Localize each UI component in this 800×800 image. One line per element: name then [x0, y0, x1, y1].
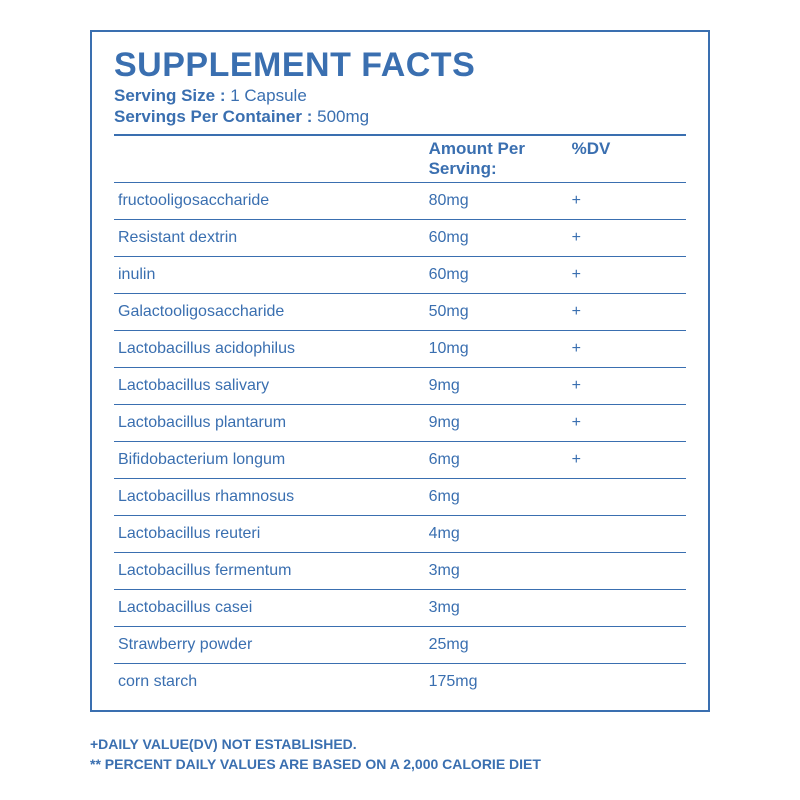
ingredient-name: Lactobacillus reuteri — [114, 525, 429, 543]
ingredient-dv: + — [572, 192, 686, 210]
ingredient-dv: + — [572, 377, 686, 395]
table-row: corn starch175mg — [114, 664, 686, 700]
serving-size-label: Serving Size : — [114, 86, 225, 105]
ingredient-amount: 10mg — [429, 340, 572, 358]
table-row: Galactooligosaccharide50mg+ — [114, 294, 686, 330]
col-amount-header: Amount Per Serving: — [429, 139, 572, 179]
table-row: Lactobacillus casei3mg — [114, 590, 686, 626]
ingredient-amount: 6mg — [429, 451, 572, 469]
ingredient-amount: 25mg — [429, 636, 572, 654]
table-row: inulin60mg+ — [114, 257, 686, 293]
ingredient-name: Resistant dextrin — [114, 229, 429, 247]
ingredient-dv: + — [572, 266, 686, 284]
ingredient-name: inulin — [114, 266, 429, 284]
table-row: Lactobacillus reuteri4mg — [114, 516, 686, 552]
servings-per-container-label: Servings Per Container : — [114, 107, 312, 126]
ingredient-amount: 60mg — [429, 229, 572, 247]
serving-size-line: Serving Size : 1 Capsule — [114, 85, 686, 106]
ingredient-amount: 6mg — [429, 488, 572, 506]
ingredient-name: Bifidobacterium longum — [114, 451, 429, 469]
table-row: Lactobacillus salivary9mg+ — [114, 368, 686, 404]
ingredient-name: Lactobacillus acidophilus — [114, 340, 429, 358]
table-row: Lactobacillus acidophilus10mg+ — [114, 331, 686, 367]
ingredient-amount: 80mg — [429, 192, 572, 210]
ingredient-amount: 9mg — [429, 414, 572, 432]
serving-size-value: 1 Capsule — [230, 86, 307, 105]
ingredient-name: Lactobacillus rhamnosus — [114, 488, 429, 506]
ingredient-table: fructooligosaccharide80mg+Resistant dext… — [114, 183, 686, 700]
ingredient-amount: 3mg — [429, 599, 572, 617]
col-name-spacer — [114, 139, 429, 179]
footnote-dv-not-established: +DAILY VALUE(DV) NOT ESTABLISHED. — [90, 734, 710, 754]
ingredient-amount: 60mg — [429, 266, 572, 284]
ingredient-name: Lactobacillus casei — [114, 599, 429, 617]
ingredient-name: Lactobacillus plantarum — [114, 414, 429, 432]
ingredient-amount: 3mg — [429, 562, 572, 580]
footnote-percent-dv-basis: ** PERCENT DAILY VALUES ARE BASED ON A 2… — [90, 754, 710, 774]
ingredient-amount: 4mg — [429, 525, 572, 543]
servings-per-container-line: Servings Per Container : 500mg — [114, 106, 686, 127]
panel-title: SUPPLEMENT FACTS — [114, 46, 686, 85]
col-dv-header: %DV — [572, 139, 686, 179]
footnotes: +DAILY VALUE(DV) NOT ESTABLISHED. ** PER… — [90, 734, 710, 775]
table-row: Resistant dextrin60mg+ — [114, 220, 686, 256]
table-row: Lactobacillus fermentum3mg — [114, 553, 686, 589]
ingredient-amount: 175mg — [429, 673, 572, 691]
ingredient-name: fructooligosaccharide — [114, 192, 429, 210]
ingredient-dv: + — [572, 340, 686, 358]
column-headers: Amount Per Serving: %DV — [114, 136, 686, 182]
ingredient-dv: + — [572, 229, 686, 247]
ingredient-dv: + — [572, 414, 686, 432]
ingredient-amount: 50mg — [429, 303, 572, 321]
table-row: Lactobacillus plantarum9mg+ — [114, 405, 686, 441]
ingredient-name: Lactobacillus salivary — [114, 377, 429, 395]
table-row: Bifidobacterium longum6mg+ — [114, 442, 686, 478]
servings-per-container-value: 500mg — [317, 107, 369, 126]
table-row: fructooligosaccharide80mg+ — [114, 183, 686, 219]
table-row: Strawberry powder25mg — [114, 627, 686, 663]
ingredient-name: Lactobacillus fermentum — [114, 562, 429, 580]
ingredient-dv: + — [572, 451, 686, 469]
ingredient-name: Galactooligosaccharide — [114, 303, 429, 321]
table-row: Lactobacillus rhamnosus6mg — [114, 479, 686, 515]
ingredient-name: Strawberry powder — [114, 636, 429, 654]
ingredient-dv: + — [572, 303, 686, 321]
supplement-facts-panel: SUPPLEMENT FACTS Serving Size : 1 Capsul… — [90, 30, 710, 712]
ingredient-name: corn starch — [114, 673, 429, 691]
ingredient-amount: 9mg — [429, 377, 572, 395]
